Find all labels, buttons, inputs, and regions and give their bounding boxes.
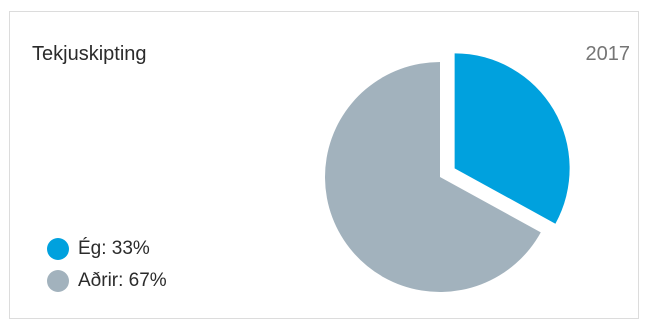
legend-label-adrir: Aðrir: 67% xyxy=(78,270,167,291)
legend-swatch-eg xyxy=(47,238,69,260)
legend-item-adrir: Aðrir: 67% xyxy=(47,265,167,297)
legend-label-eg: Ég: 33% xyxy=(78,238,150,259)
chart-title: Tekjuskipting xyxy=(32,43,147,65)
legend-item-eg: Ég: 33% xyxy=(47,233,167,265)
chart-legend: Ég: 33% Aðrir: 67% xyxy=(47,233,167,297)
chart-year: 2017 xyxy=(585,43,631,65)
pie-slice-adrir xyxy=(325,62,541,292)
legend-swatch-adrir xyxy=(47,270,69,292)
pie-slice-eg xyxy=(454,53,570,224)
